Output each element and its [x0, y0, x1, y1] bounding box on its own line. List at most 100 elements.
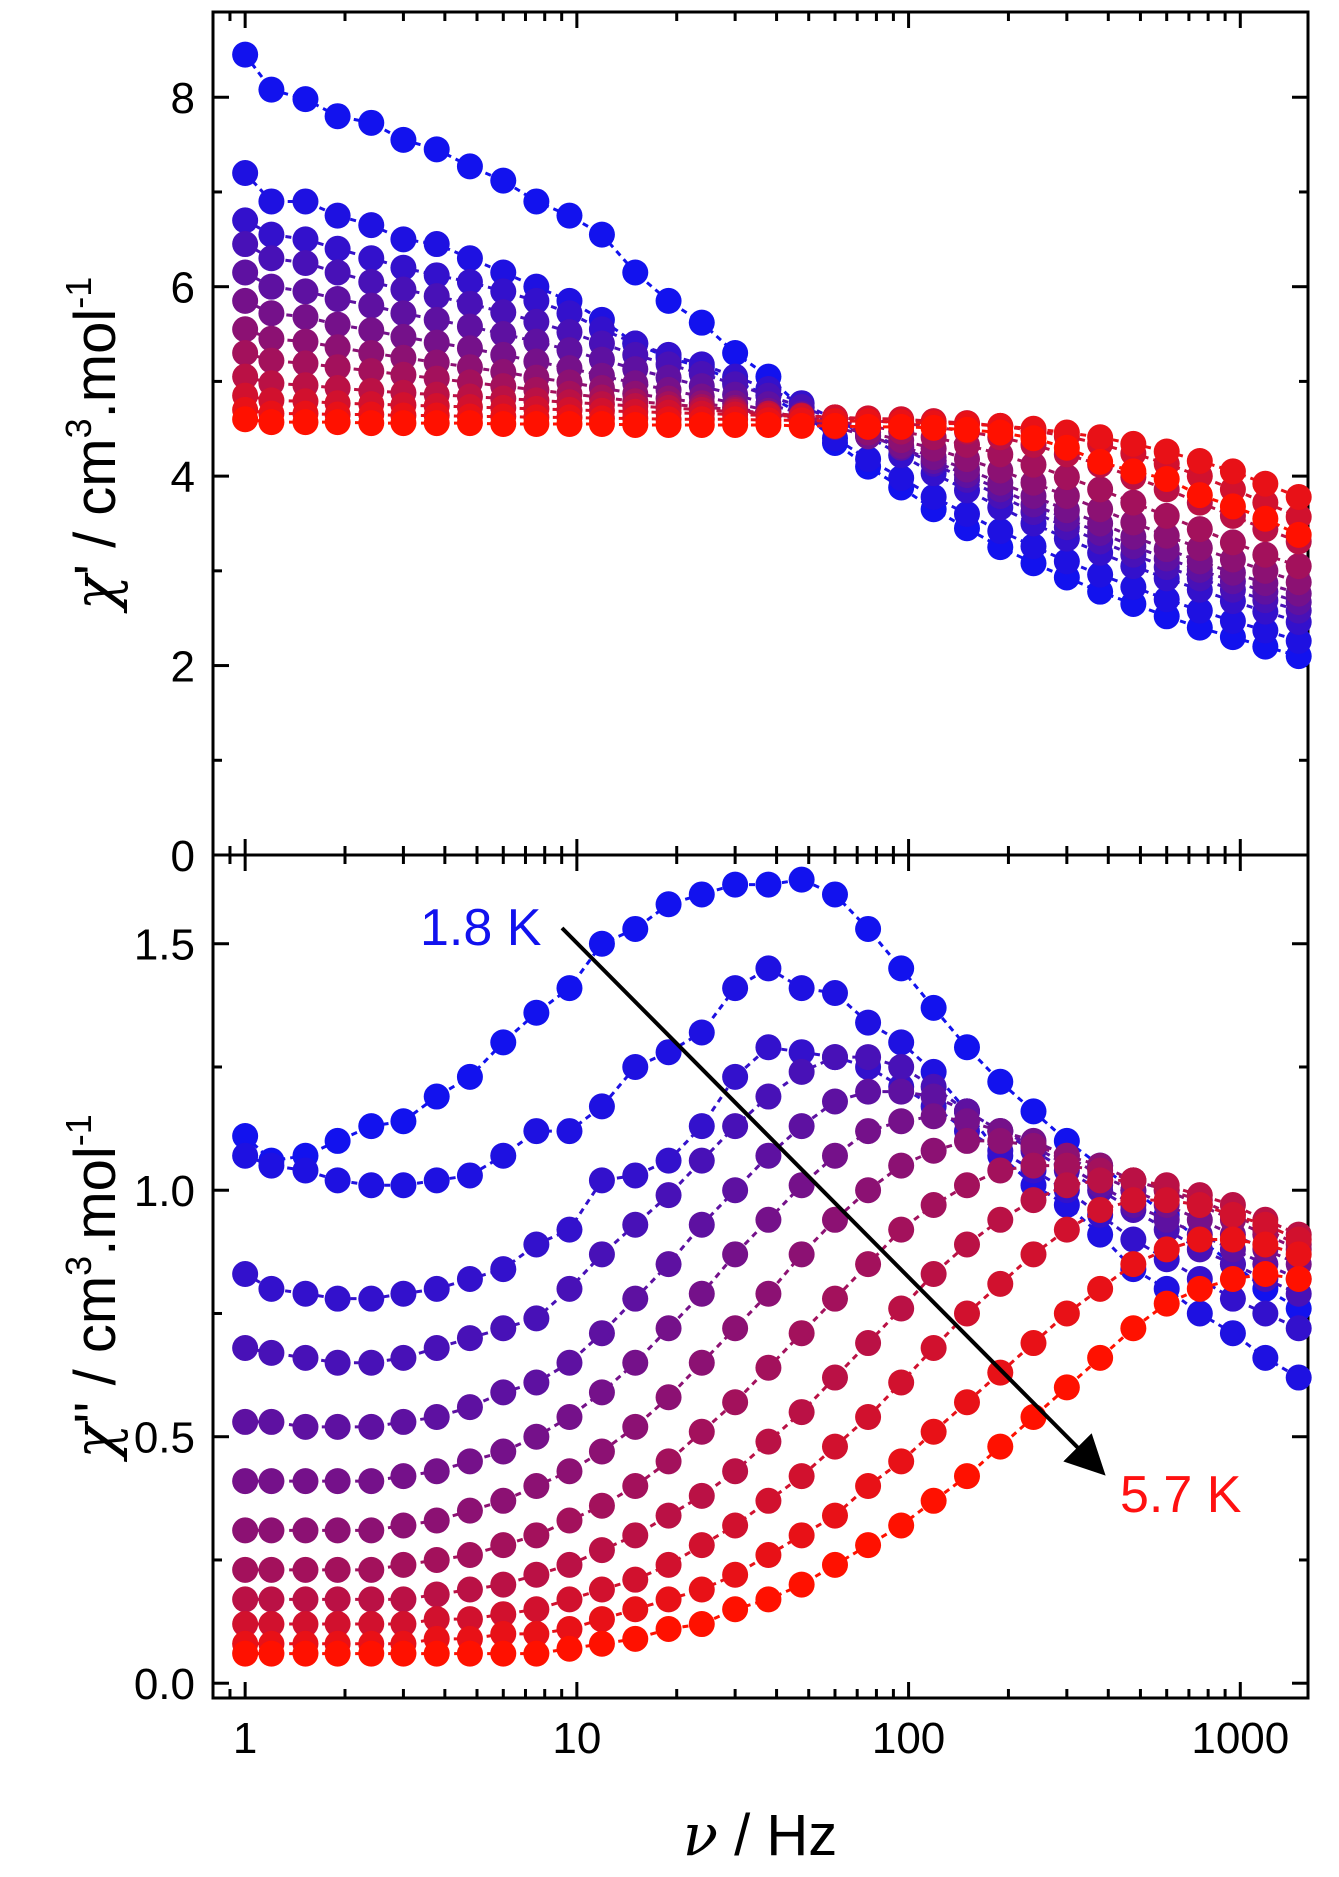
data-point	[258, 1517, 285, 1544]
data-point	[258, 1468, 285, 1495]
data-point	[953, 1034, 980, 1061]
data-point	[1186, 447, 1213, 474]
data-point	[987, 1157, 1014, 1184]
data-point	[423, 1546, 450, 1573]
data-point	[358, 1640, 385, 1667]
data-point	[423, 1404, 450, 1430]
data-point	[232, 41, 259, 68]
data-point	[556, 300, 583, 327]
data-point	[456, 410, 483, 437]
data-point	[258, 1640, 285, 1667]
data-point	[688, 1349, 715, 1376]
data-point	[1186, 1192, 1213, 1219]
data-point	[456, 1162, 483, 1189]
data-point	[358, 1285, 385, 1312]
data-point	[258, 273, 285, 300]
data-point	[1020, 469, 1047, 496]
data-point	[556, 1404, 583, 1430]
data-point	[556, 1118, 583, 1145]
data-point	[232, 160, 259, 187]
data-point	[292, 1556, 319, 1583]
y-axis-title: χ' / cm3.mol-1	[58, 277, 129, 615]
data-point	[821, 881, 848, 908]
data-point	[1186, 516, 1213, 543]
data-point	[423, 1458, 450, 1485]
data-point	[722, 1512, 749, 1539]
data-point	[622, 1566, 649, 1593]
data-point	[490, 1315, 517, 1342]
y-tick-label: 0	[171, 832, 195, 881]
data-point	[490, 1256, 517, 1283]
data-point	[390, 361, 417, 388]
data-point	[556, 202, 583, 229]
series-12	[232, 1261, 1312, 1667]
data-point	[390, 276, 417, 303]
data-point	[358, 1586, 385, 1613]
data-point	[987, 419, 1014, 446]
data-point	[258, 221, 285, 248]
data-point	[953, 1108, 980, 1135]
data-point	[423, 283, 450, 310]
data-point	[292, 1517, 319, 1544]
data-point	[358, 1113, 385, 1140]
data-point	[622, 1473, 649, 1500]
data-point	[390, 1344, 417, 1371]
data-point	[556, 975, 583, 1002]
data-point	[258, 1152, 285, 1179]
data-point	[1153, 502, 1180, 529]
data-point	[390, 1408, 417, 1435]
data-point	[655, 1182, 682, 1209]
data-point	[1153, 522, 1180, 549]
bottom-panel-chi-double-prime: 0.0 0.5 1.0 1.5 χ'' / cm3.mol-1 1 10 100 1000 1.8…	[58, 853, 1312, 1763]
data-point	[953, 1231, 980, 1258]
series-12	[232, 406, 1312, 548]
data-point	[622, 1625, 649, 1652]
x-tick-label: 1000	[1191, 1714, 1289, 1763]
data-point	[1153, 1187, 1180, 1214]
data-point	[390, 254, 417, 281]
data-point	[953, 501, 980, 528]
data-point	[456, 1576, 483, 1603]
y-title-prime: '	[63, 564, 128, 575]
data-point	[292, 1640, 319, 1667]
data-point	[622, 1162, 649, 1189]
series-2	[232, 955, 1312, 1391]
data-point	[1087, 1167, 1114, 1194]
data-point	[722, 1063, 749, 1090]
data-point	[655, 1448, 682, 1475]
data-point	[456, 1448, 483, 1475]
data-point	[556, 1615, 583, 1642]
data-point	[490, 1620, 517, 1647]
data-point	[358, 268, 385, 295]
data-point	[788, 412, 815, 439]
data-point	[888, 1295, 915, 1322]
data-point	[258, 1339, 285, 1366]
data-point	[953, 1172, 980, 1199]
data-point	[324, 1640, 351, 1667]
data-point	[556, 1551, 583, 1578]
data-point	[423, 262, 450, 289]
data-point	[358, 357, 385, 384]
data-point	[1252, 617, 1279, 644]
data-point	[855, 1177, 882, 1204]
data-point	[1285, 503, 1312, 530]
data-point	[358, 1413, 385, 1440]
data-point	[888, 413, 915, 440]
data-point	[655, 287, 682, 314]
data-point	[292, 1611, 319, 1638]
data-point	[1252, 1344, 1279, 1371]
data-point	[888, 1369, 915, 1396]
data-point	[292, 250, 319, 277]
data-point	[788, 1463, 815, 1490]
data-point	[324, 1517, 351, 1544]
data-point	[358, 109, 385, 136]
x-tick-label: 100	[872, 1714, 945, 1763]
data-point	[358, 410, 385, 437]
series-10	[232, 1187, 1312, 1638]
data-point	[390, 1512, 417, 1539]
data-point	[456, 153, 483, 180]
data-point	[622, 411, 649, 438]
data-point	[788, 1058, 815, 1085]
data-point	[688, 1280, 715, 1307]
data-point	[755, 1142, 782, 1169]
